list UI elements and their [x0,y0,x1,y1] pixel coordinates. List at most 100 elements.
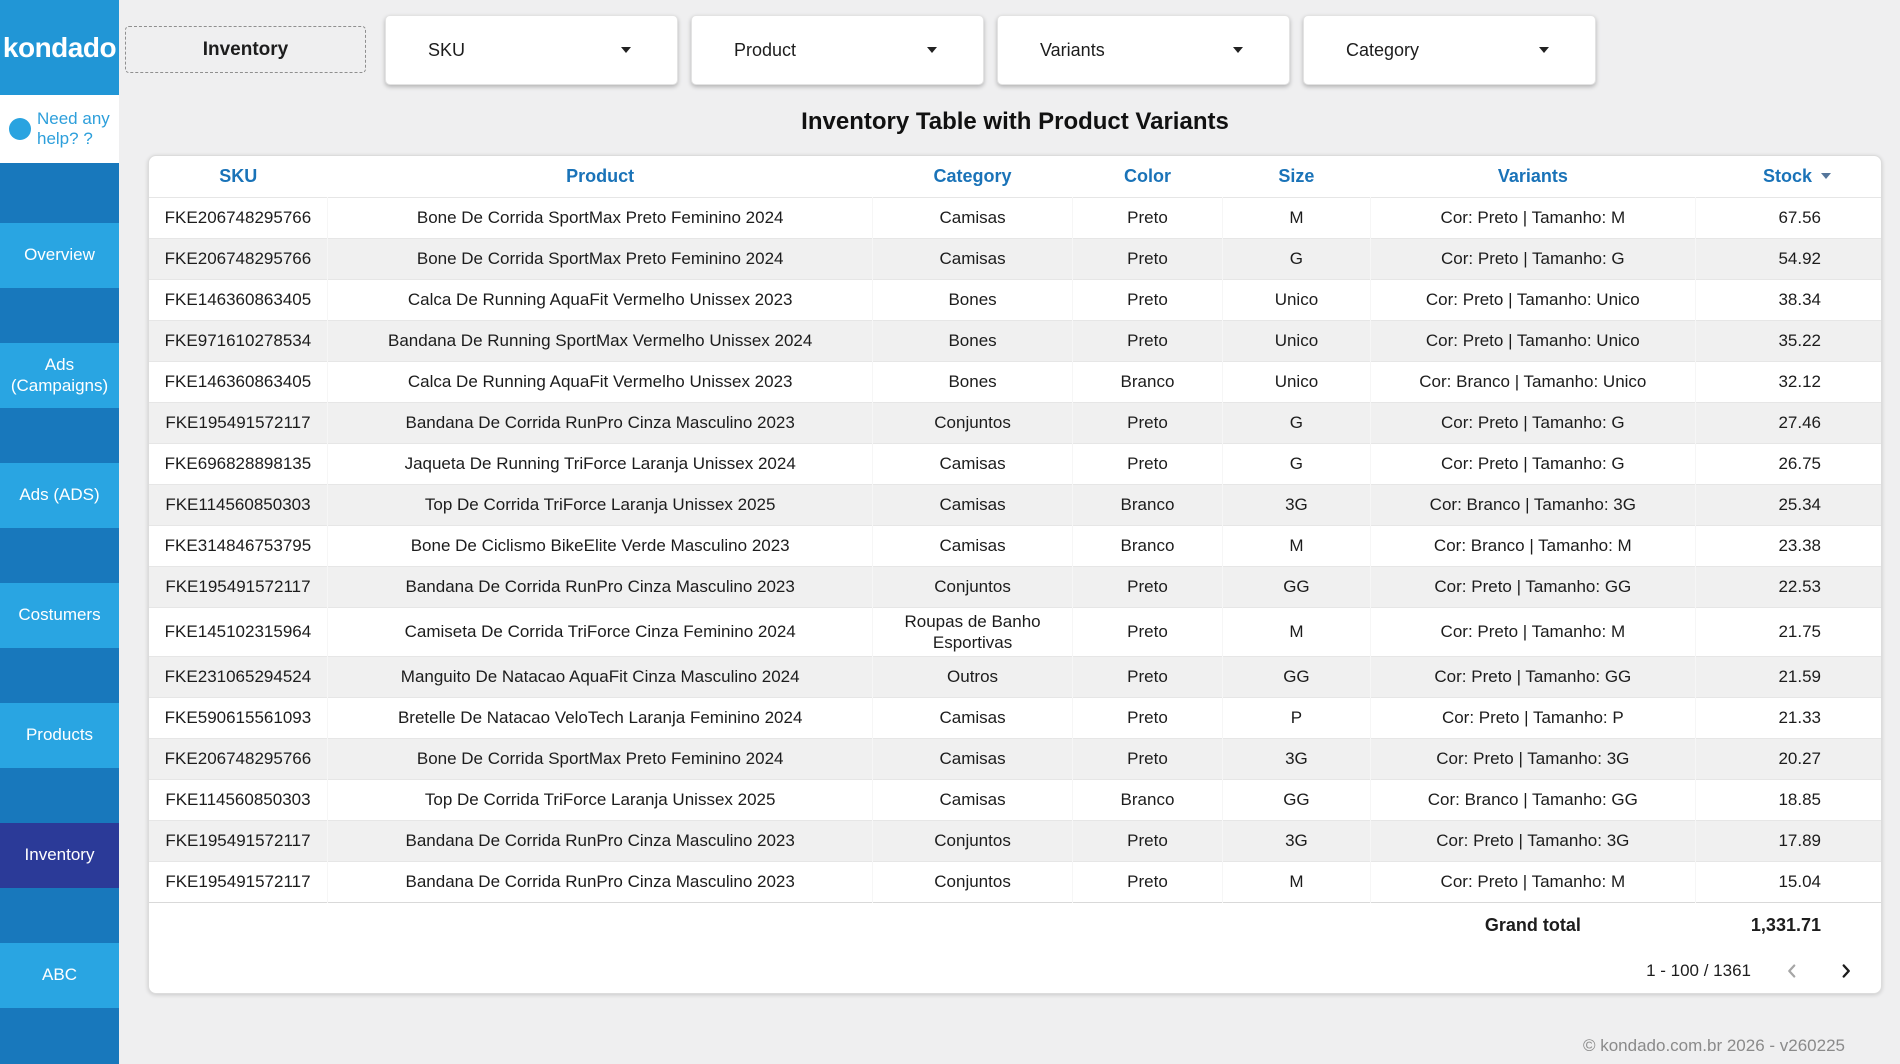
sidebar-item-products[interactable]: Products [0,703,119,768]
filter-variants[interactable]: Variants [997,15,1290,85]
sidebar-item-abc[interactable]: ABC [0,943,119,1008]
sidebar-item-overview[interactable]: Overview [0,223,119,288]
filter-product[interactable]: Product [691,15,984,85]
sidebar: kondado Need any help? ? Overview Ads (Ca… [0,0,119,1064]
cell-stock: 32.12 [1696,361,1881,402]
cell-variants: Cor: Preto | Tamanho: GG [1370,657,1696,698]
column-header-stock[interactable]: Stock [1696,156,1881,197]
next-page-button[interactable] [1833,958,1859,984]
column-header-size[interactable]: Size [1278,165,1315,186]
cell-sku: FKE231065294524 [164,667,312,687]
grand-total-row: Grand total 1,331.71 [149,902,1881,949]
table-row: FKE590615561093 Bretelle De Natacao VeloT… [149,697,1881,739]
table-row: FKE195491572117 Bandana De Corrida RunPro… [149,402,1881,443]
cell-sku: FKE195491572117 [165,872,311,892]
cell-variants: Cor: Preto | Tamanho: G [1370,402,1696,443]
sidebar-item-costumers[interactable]: Costumers [0,583,119,648]
cell-size: 3G [1223,484,1370,525]
cell-product: Bone De Corrida SportMax Preto Feminino … [327,238,873,279]
cell-category: Camisas [873,739,1072,780]
cell-product: Calca De Running AquaFit Vermelho Unisse… [327,279,873,320]
cell-sku: FKE590615561093 [164,708,312,728]
table-row: FKE206748295766 Bone De Corrida SportMax … [149,738,1881,780]
column-header-color[interactable]: Color [1123,165,1171,186]
cell-category: Conjuntos [873,402,1072,443]
cell-product: Jaqueta De Running TriForce Laranja Unis… [327,443,873,484]
table-row: FKE206748295766 Bone De Corrida SportMax … [149,238,1881,279]
cell-color: Preto [1072,402,1223,443]
cell-category: Camisas [873,443,1072,484]
page-range-label: 1 - 100 / 1361 [1646,960,1751,980]
sidebar-item-ads-ads[interactable]: Ads (ADS) [0,463,119,528]
cell-variants: Cor: Preto | Tamanho: M [1370,607,1696,657]
cell-stock: 22.53 [1696,566,1881,607]
cell-category: Bones [873,279,1072,320]
cell-sku: FKE195491572117 [165,831,311,851]
chevron-down-icon [1233,47,1243,53]
cell-color: Branco [1072,484,1223,525]
brand-logo-text: kondado [2,31,117,63]
cell-product: Camiseta De Corrida TriForce Cinza Femin… [327,607,873,657]
cell-sku: FKE146360863405 [164,289,312,309]
column-header-product[interactable]: Product [566,165,635,186]
inventory-table-card: SKU Product Category Color Size Variants Stock… [148,155,1882,994]
cell-color: Preto [1072,607,1223,657]
grand-total-value: 1,331.71 [1750,915,1821,936]
sidebar-nav: Overview Ads (Campaigns) Ads (ADS) Costumer… [0,223,119,1008]
filter-category[interactable]: Category [1303,15,1596,85]
cell-stock: 25.34 [1696,484,1881,525]
cell-sku: FKE206748295766 [164,248,312,268]
cell-category: Bones [873,320,1072,361]
cell-color: Preto [1072,566,1223,607]
cell-variants: Cor: Preto | Tamanho: Unico [1370,320,1696,361]
chevron-down-icon [927,47,937,53]
cell-stock: 38.34 [1696,279,1881,320]
cell-product: Bandana De Running SportMax Vermelho Uni… [327,320,873,361]
column-header-category[interactable]: Category [933,165,1012,186]
cell-size: G [1223,238,1370,279]
cell-product: Bandana De Corrida RunPro Cinza Masculin… [327,862,873,903]
cell-sku: FKE146360863405 [164,371,312,391]
cell-stock: 21.33 [1696,698,1881,739]
help-text: Need any help? ? [37,108,110,148]
cell-variants: Cor: Preto | Tamanho: GG [1370,566,1696,607]
cell-size: M [1223,525,1370,566]
cell-product: Bandana De Corrida RunPro Cinza Masculin… [327,566,873,607]
inventory-table: SKU Product Category Color Size Variants Stock… [149,156,1881,949]
cell-size: GG [1223,657,1370,698]
filter-label: Product [734,39,797,60]
table-row: FKE195491572117 Bandana De Corrida RunPro… [149,861,1881,903]
sidebar-item-inventory[interactable]: Inventory [0,823,119,888]
cell-size: GG [1223,780,1370,821]
cell-color: Preto [1072,657,1223,698]
cell-category: Camisas [873,484,1072,525]
column-header-sku[interactable]: SKU [219,165,258,186]
cell-product: Top De Corrida TriForce Laranja Unissex … [327,780,873,821]
content: Inventory Table with Product Variants SK… [148,108,1882,994]
cell-stock: 21.59 [1696,657,1881,698]
prev-page-button[interactable] [1779,958,1805,984]
chevron-down-icon [1539,47,1549,53]
cell-variants: Cor: Preto | Tamanho: Unico [1370,279,1696,320]
cell-category: Outros [873,657,1072,698]
column-header-variants[interactable]: Variants [1497,165,1568,186]
cell-variants: Cor: Preto | Tamanho: 3G [1370,739,1696,780]
cell-variants: Cor: Preto | Tamanho: 3G [1370,821,1696,862]
cell-product: Top De Corrida TriForce Laranja Unissex … [327,484,873,525]
cell-size: 3G [1223,821,1370,862]
cell-variants: Cor: Branco | Tamanho: M [1370,525,1696,566]
inventory-tab[interactable]: Inventory [125,26,366,73]
sidebar-item-ads-campaigns[interactable]: Ads (Campaigns) [0,343,119,408]
cell-variants: Cor: Branco | Tamanho: GG [1370,780,1696,821]
table-row: FKE114560850303 Top De Corrida TriForce L… [149,779,1881,821]
table-row: FKE195491572117 Bandana De Corrida RunPro… [149,566,1881,607]
cell-color: Preto [1072,279,1223,320]
cell-size: Unico [1223,279,1370,320]
filter-sku[interactable]: SKU [385,15,678,85]
cell-sku: FKE195491572117 [165,576,311,596]
help-icon [9,118,31,140]
help-widget[interactable]: Need any help? ? [0,95,119,163]
table-title: Inventory Table with Product Variants [801,108,1229,135]
cell-stock: 18.85 [1696,780,1881,821]
table-row: FKE195491572117 Bandana De Corrida RunPro… [149,820,1881,862]
